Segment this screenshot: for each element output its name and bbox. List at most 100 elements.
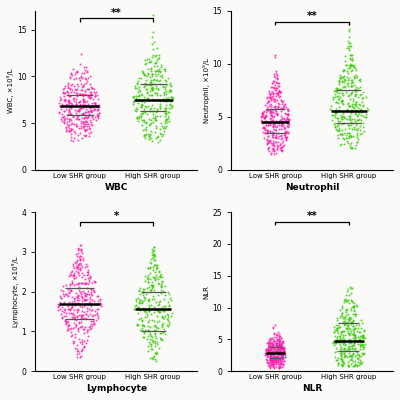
Point	[343, 132, 349, 138]
Point	[272, 354, 278, 361]
Point	[266, 98, 273, 105]
Point	[78, 102, 85, 109]
Point	[74, 122, 80, 129]
Point	[331, 329, 338, 335]
Point	[161, 66, 167, 72]
Point	[330, 94, 336, 100]
Point	[144, 343, 151, 349]
Point	[66, 100, 72, 106]
Point	[55, 300, 61, 307]
Point	[70, 265, 77, 271]
Point	[335, 322, 342, 328]
Point	[278, 335, 284, 342]
Point	[267, 356, 274, 363]
Point	[136, 96, 143, 102]
Point	[344, 100, 351, 107]
Point	[273, 118, 279, 124]
Point	[132, 83, 138, 90]
Point	[71, 296, 77, 302]
Point	[166, 321, 172, 327]
Point	[143, 275, 150, 281]
Point	[268, 112, 274, 118]
Point	[148, 117, 154, 124]
Point	[354, 362, 360, 369]
Point	[340, 135, 346, 141]
Point	[148, 107, 155, 114]
Point	[346, 45, 352, 51]
Point	[334, 336, 340, 342]
Point	[276, 122, 282, 128]
Point	[269, 335, 275, 342]
Point	[343, 309, 349, 315]
Point	[150, 80, 156, 87]
Point	[61, 97, 67, 103]
Point	[350, 133, 357, 140]
Point	[346, 26, 352, 32]
Point	[80, 102, 86, 109]
Point	[139, 122, 146, 128]
Point	[349, 356, 356, 363]
Point	[93, 316, 99, 323]
Point	[341, 299, 347, 305]
Point	[280, 361, 286, 367]
Point	[160, 128, 167, 134]
Point	[269, 356, 276, 362]
Point	[347, 297, 354, 304]
Point	[95, 115, 101, 122]
Point	[350, 359, 356, 366]
Point	[270, 324, 277, 330]
Point	[355, 356, 361, 362]
Point	[275, 130, 281, 136]
Point	[334, 355, 341, 361]
Point	[84, 290, 90, 297]
Point	[158, 133, 165, 139]
Point	[283, 116, 289, 123]
Point	[166, 303, 172, 310]
Point	[138, 98, 144, 104]
Point	[156, 78, 162, 84]
Point	[265, 119, 271, 126]
Point	[94, 309, 101, 316]
Point	[346, 64, 353, 71]
Point	[271, 147, 277, 154]
Point	[271, 338, 277, 344]
Point	[165, 314, 172, 320]
Point	[344, 45, 350, 51]
Point	[55, 307, 62, 314]
Point	[260, 115, 267, 121]
Point	[76, 320, 82, 326]
Point	[71, 316, 77, 322]
Point	[85, 103, 91, 110]
Point	[270, 90, 277, 96]
Point	[277, 141, 283, 148]
Point	[142, 273, 148, 280]
Point	[272, 354, 278, 360]
Point	[343, 89, 349, 96]
Point	[283, 134, 290, 140]
Point	[144, 326, 151, 333]
Point	[262, 129, 268, 136]
Point	[274, 144, 280, 150]
Point	[85, 109, 91, 115]
Point	[152, 350, 158, 356]
Point	[94, 301, 100, 307]
Point	[84, 98, 90, 104]
Point	[79, 294, 85, 301]
Point	[91, 89, 97, 95]
Point	[342, 297, 349, 304]
Point	[144, 94, 151, 101]
Point	[344, 322, 350, 328]
Point	[140, 288, 146, 294]
Point	[67, 282, 73, 288]
Point	[162, 86, 168, 92]
Point	[63, 125, 70, 131]
Point	[272, 102, 279, 109]
Point	[346, 122, 352, 128]
Point	[278, 341, 284, 348]
Point	[267, 137, 273, 144]
Point	[144, 285, 150, 291]
Point	[140, 70, 146, 76]
Point	[156, 299, 162, 305]
Point	[279, 356, 285, 362]
Point	[84, 329, 90, 335]
